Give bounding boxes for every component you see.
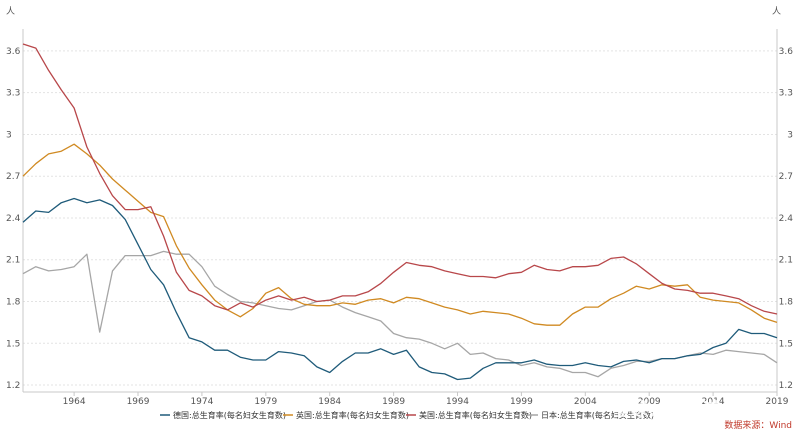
axes (22, 29, 778, 396)
y-tick-label-right: 2.4 (779, 214, 794, 224)
y-tick-label-left: 2.4 (6, 214, 21, 224)
y-tick-label-left: 1.8 (6, 298, 21, 308)
legend-label: 美国:总生育率(每名妇女生育数) (419, 410, 532, 420)
y-tick-labels-right: 1.2 1.5 1.8 2.1 2.4 2.7 3 3.3 3.6 (779, 47, 794, 391)
series-line-0 (22, 197, 778, 381)
x-tick-label: 1984 (318, 397, 341, 407)
y-tick-label-right: 3.3 (779, 89, 793, 99)
y-axis-unit-right: 人 (772, 6, 781, 17)
x-tick-label: 1999 (510, 397, 533, 407)
x-tick-label: 2004 (574, 397, 597, 407)
x-tick-label: 1964 (63, 397, 86, 407)
y-tick-label-left: 2.7 (6, 172, 20, 182)
y-axis-unit-left: 人 (6, 6, 15, 17)
x-tick-label: 1969 (127, 397, 150, 407)
x-tick-label: 1994 (446, 397, 469, 407)
y-tick-label-right: 3.6 (779, 47, 794, 57)
y-tick-label-right: 1.5 (779, 339, 793, 349)
y-tick-label-left: 3 (6, 130, 12, 140)
y-tick-label-left: 3.3 (6, 89, 20, 99)
x-tick-label: 1974 (190, 397, 213, 407)
y-tick-label-right: 2.7 (779, 172, 793, 182)
x-tick-labels: 1964 1969 1974 1979 1984 1989 1994 1999 2004 2009… (63, 397, 789, 407)
y-tick-label-left: 1.5 (6, 339, 20, 349)
y-tick-label-right: 2.1 (779, 256, 793, 266)
legend-label: 日本:总生育率(每名妇女生育数) (541, 410, 654, 420)
gridlines (23, 50, 777, 386)
y-tick-label-right: 1.8 (779, 298, 794, 308)
y-tick-label-left: 2.1 (6, 256, 20, 266)
data-source: 数据来源：Wind (724, 419, 792, 431)
x-tick-label: 1979 (254, 397, 277, 407)
y-tick-labels-left: 1.2 1.5 1.8 2.1 2.4 2.7 3 3.3 3.6 (6, 47, 21, 391)
y-tick-label-right: 1.2 (779, 381, 793, 391)
x-tick-label: 2014 (702, 397, 725, 407)
legend-label: 德国:总生育率(每名妇女生育数) (173, 410, 286, 420)
series-lines (22, 43, 778, 381)
series-line-2 (22, 43, 778, 315)
series-line-1 (22, 143, 778, 326)
watermark-text: 雪球：择菜谋士 (612, 399, 738, 421)
y-tick-label-left: 1.2 (6, 381, 20, 391)
x-tick-label: 2019 (766, 397, 789, 407)
series-line-3 (22, 250, 778, 378)
legend: 德国:总生育率(每名妇女生育数) 英国:总生育率(每名妇女生育数) 美国:总生育率(… (160, 410, 654, 420)
x-tick-label: 2009 (638, 397, 661, 407)
y-tick-label-left: 3.6 (6, 47, 21, 57)
legend-label: 英国:总生育率(每名妇女生育数) (296, 410, 409, 420)
y-tick-label-right: 3 (787, 130, 793, 140)
x-tick-label: 1989 (382, 397, 405, 407)
